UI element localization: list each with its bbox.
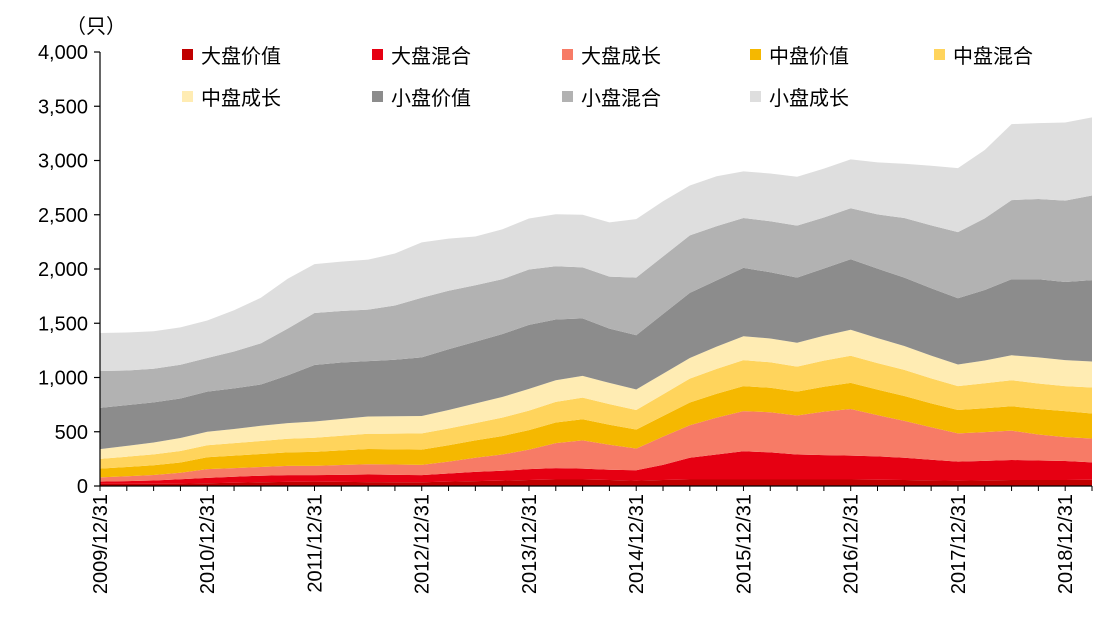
legend-label: 大盘混合 bbox=[391, 44, 471, 68]
legend-label: 中盘混合 bbox=[953, 44, 1033, 68]
y-tick-label: 4,000 bbox=[38, 42, 88, 64]
legend-label: 小盘混合 bbox=[581, 86, 661, 110]
area-series-1 bbox=[100, 479, 1092, 486]
legend-label: 大盘成长 bbox=[581, 44, 661, 68]
x-tick-label: 2012/12/31 bbox=[412, 494, 434, 594]
y-tick-label: 2,000 bbox=[38, 259, 88, 281]
area-series-group bbox=[100, 117, 1092, 486]
area-series-4 bbox=[100, 382, 1092, 478]
x-tick-label: 2011/12/31 bbox=[304, 494, 326, 593]
legend-item: 中盘价值 bbox=[750, 40, 849, 69]
legend-label: 中盘成长 bbox=[201, 86, 281, 110]
area-series-5 bbox=[100, 355, 1092, 469]
legend-swatch bbox=[372, 49, 383, 60]
legend-item: 中盘成长 bbox=[182, 82, 281, 111]
legend-swatch bbox=[182, 49, 193, 60]
y-tick-label: 3,500 bbox=[38, 96, 88, 118]
area-series-2 bbox=[100, 451, 1092, 484]
legend-item: 大盘价值 bbox=[182, 40, 281, 69]
legend-swatch bbox=[750, 91, 761, 102]
area-series-7 bbox=[100, 259, 1092, 450]
x-tick-label: 2013/12/31 bbox=[519, 494, 541, 594]
y-tick-label: 0 bbox=[77, 476, 88, 498]
legend-swatch bbox=[182, 91, 193, 102]
y-axis-unit-label: （只） bbox=[66, 14, 126, 38]
legend-label: 大盘价值 bbox=[201, 44, 281, 68]
y-tick-label: 500 bbox=[55, 422, 88, 444]
legend-item: 小盘价值 bbox=[372, 82, 471, 111]
area-series-8 bbox=[100, 195, 1092, 408]
legend-item: 小盘混合 bbox=[562, 82, 661, 111]
area-series-3 bbox=[100, 408, 1092, 482]
legend-swatch bbox=[934, 49, 945, 60]
x-tick-label: 2010/12/31 bbox=[197, 494, 219, 594]
x-tick-label: 2017/12/31 bbox=[948, 494, 970, 594]
y-tick-label: 2,500 bbox=[38, 205, 88, 227]
x-tick-label: 2016/12/31 bbox=[841, 494, 863, 594]
y-tick-label: 1,500 bbox=[38, 313, 88, 335]
y-tick-label: 3,000 bbox=[38, 151, 88, 173]
legend-item: 大盘混合 bbox=[372, 40, 471, 69]
legend-swatch bbox=[750, 49, 761, 60]
x-tick-label: 2014/12/31 bbox=[626, 494, 648, 594]
legend-swatch bbox=[372, 91, 383, 102]
x-tick-label: 2018/12/31 bbox=[1055, 494, 1077, 594]
legend-swatch bbox=[562, 49, 573, 60]
legend-label: 小盘成长 bbox=[769, 86, 849, 110]
legend-swatch bbox=[562, 91, 573, 102]
legend-item: 中盘混合 bbox=[934, 40, 1033, 69]
x-tick-label: 2009/12/31 bbox=[90, 494, 112, 594]
y-tick-label: 1,000 bbox=[38, 368, 88, 390]
area-series-6 bbox=[100, 329, 1092, 459]
axes-group: 0 500 1,000 1,500 2,000 2,500 3,000 3,500 4,000 2… bbox=[38, 42, 1093, 594]
legend-label: 小盘价值 bbox=[391, 86, 471, 110]
legend-item: 小盘成长 bbox=[750, 82, 849, 111]
x-tick-label: 2015/12/31 bbox=[733, 494, 755, 594]
legend-label: 中盘价值 bbox=[769, 44, 849, 68]
legend-item: 大盘成长 bbox=[562, 40, 661, 69]
area-series-9 bbox=[100, 117, 1092, 371]
